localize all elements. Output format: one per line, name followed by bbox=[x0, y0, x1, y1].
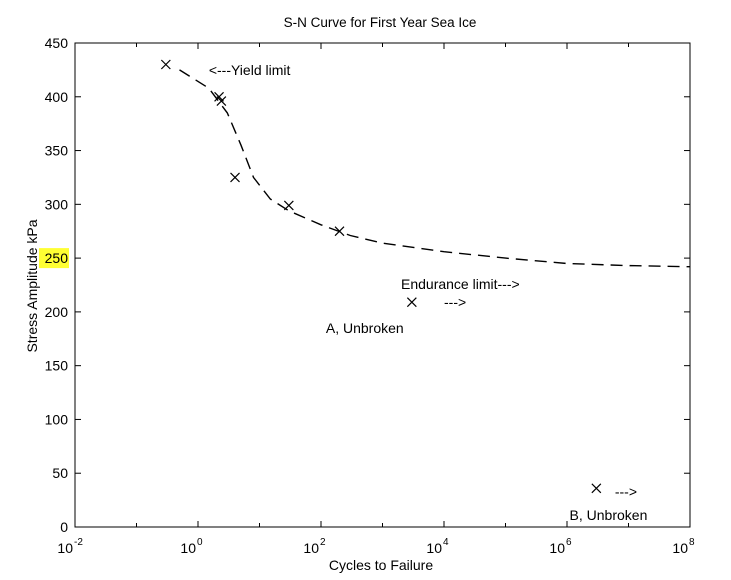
x-tick-label-exponent: 8 bbox=[689, 537, 695, 548]
y-tick-highlight bbox=[39, 248, 69, 269]
y-tick-label: 150 bbox=[45, 358, 69, 374]
x-tick-label-base: 10 bbox=[57, 540, 73, 556]
endurance-curve bbox=[179, 69, 691, 268]
chart-annotation: <---Yield limit bbox=[209, 62, 291, 78]
y-tick-label: 450 bbox=[45, 35, 69, 51]
y-tick-label: 50 bbox=[52, 465, 68, 481]
x-tick-label-exponent: 4 bbox=[443, 537, 449, 548]
data-point-x-marker bbox=[334, 226, 345, 237]
data-point-x-marker bbox=[230, 172, 240, 183]
x-tick-label-base: 10 bbox=[303, 540, 319, 556]
y-tick-label: 200 bbox=[45, 304, 69, 320]
y-tick-label: 250 bbox=[45, 250, 69, 266]
x-tick-label-exponent: -2 bbox=[74, 537, 83, 548]
chart-annotation: B, Unbroken bbox=[570, 507, 648, 523]
x-tick-label-exponent: 6 bbox=[566, 537, 572, 548]
data-point-x-marker bbox=[283, 200, 294, 211]
chart-annotation: Endurance limit---> bbox=[401, 276, 520, 292]
x-tick-label-base: 10 bbox=[549, 540, 565, 556]
y-tick-label: 300 bbox=[45, 196, 69, 212]
x-axis-label: Cycles to Failure bbox=[329, 557, 433, 573]
chart-annotation: A, Unbroken bbox=[326, 320, 404, 336]
y-tick-label: 350 bbox=[45, 143, 69, 159]
y-tick-label: 100 bbox=[45, 411, 69, 427]
y-tick-label: 400 bbox=[45, 89, 69, 105]
x-tick-label-exponent: 2 bbox=[320, 537, 326, 548]
y-tick-label: 0 bbox=[60, 519, 68, 535]
y-axis-label: Stress Amplitude kPa bbox=[24, 219, 40, 352]
x-tick-label-base: 10 bbox=[180, 540, 196, 556]
chart-annotation: ---> bbox=[444, 294, 466, 310]
x-tick-label-exponent: 0 bbox=[197, 537, 203, 548]
chart-annotation: ---> bbox=[615, 484, 637, 500]
x-tick-label-base: 10 bbox=[672, 540, 688, 556]
x-tick-label-base: 10 bbox=[426, 540, 442, 556]
data-point-x-marker bbox=[216, 96, 227, 107]
chart-title: S-N Curve for First Year Sea Ice bbox=[284, 15, 477, 30]
data-point-x-marker bbox=[160, 59, 171, 70]
data-point-x-marker bbox=[406, 297, 417, 308]
data-point-x-marker bbox=[591, 483, 602, 494]
